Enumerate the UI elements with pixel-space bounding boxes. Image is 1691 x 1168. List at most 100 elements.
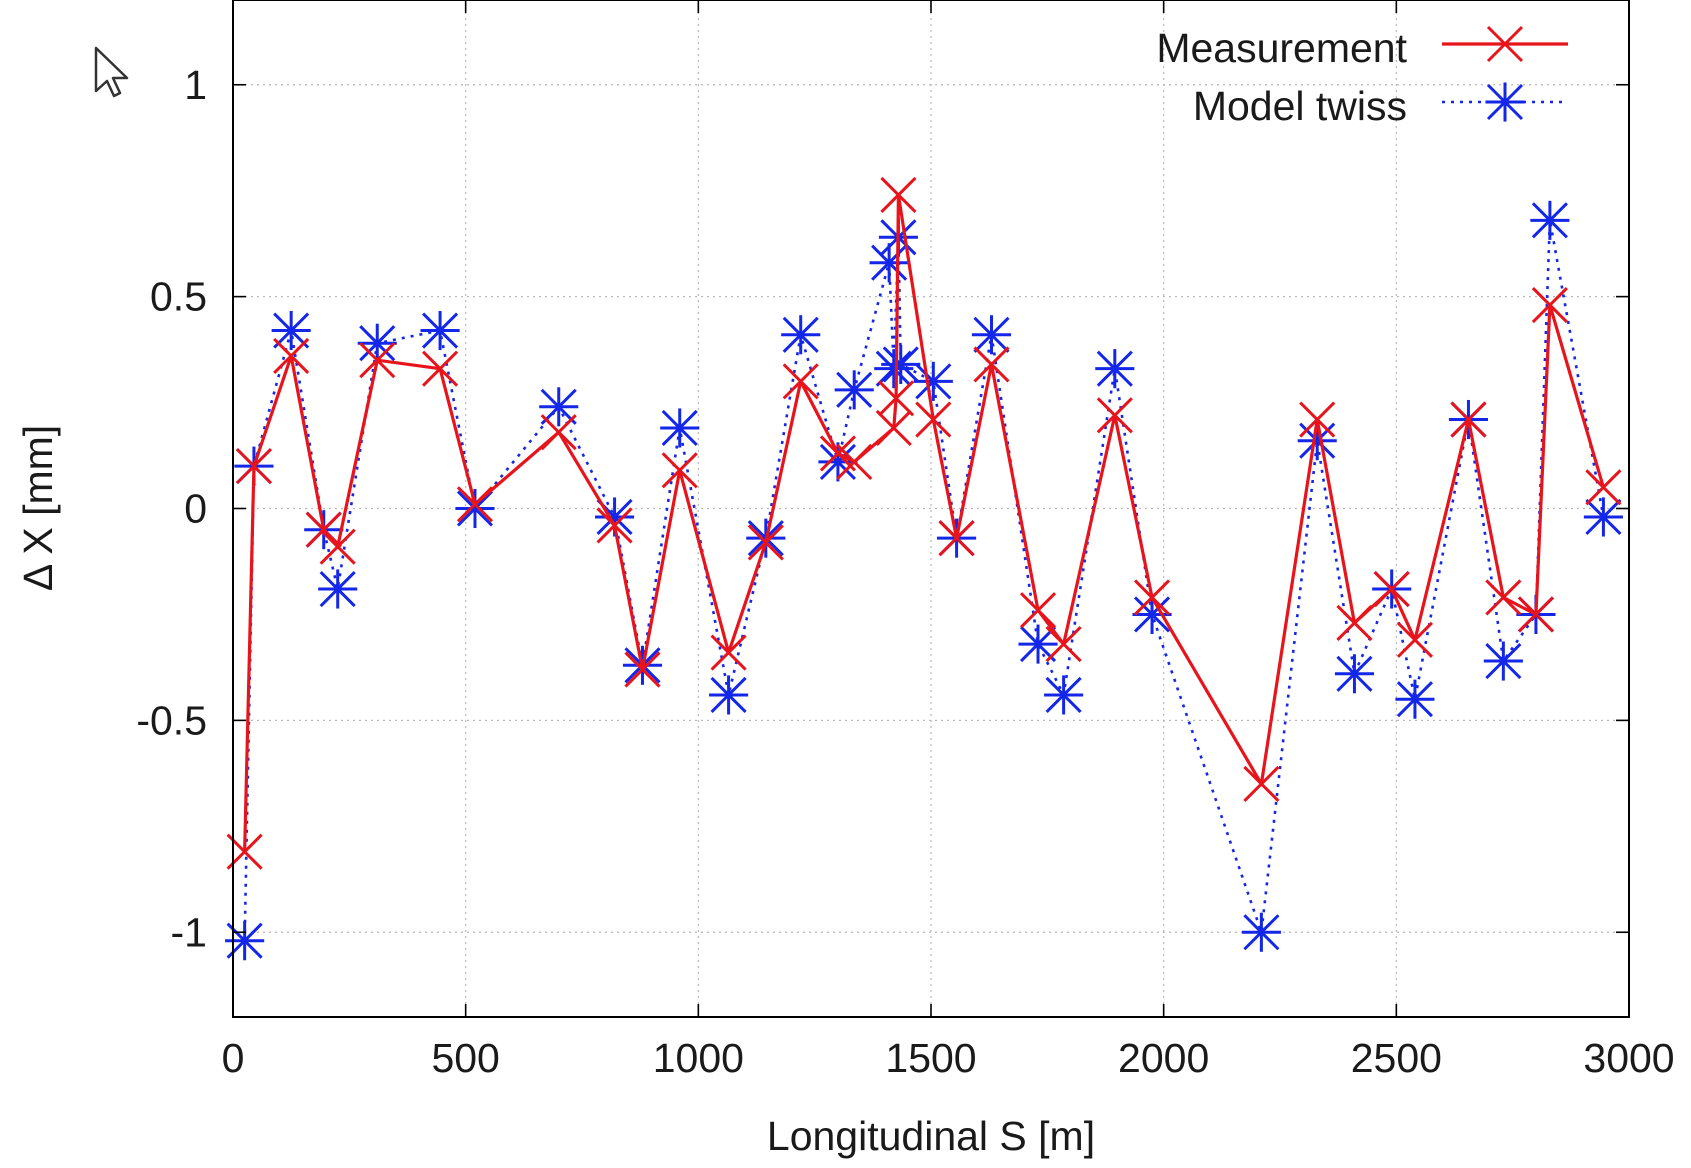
marker-stroke xyxy=(1585,469,1622,506)
series-model-twiss xyxy=(225,200,1623,961)
data-point-model-twiss xyxy=(455,488,495,529)
data-point-model-twiss xyxy=(1095,349,1135,389)
ticks xyxy=(232,0,1630,1017)
marker-stroke xyxy=(540,414,577,451)
data-point-measurement xyxy=(1336,604,1373,641)
marker-stroke xyxy=(1517,596,1554,633)
marker-stroke xyxy=(915,401,952,438)
marker-stroke xyxy=(1299,401,1336,438)
marker-stroke xyxy=(1450,401,1487,438)
data-point-model-twiss xyxy=(971,315,1012,355)
legend-marker-model-twiss xyxy=(1485,82,1525,122)
marker-stroke xyxy=(319,528,356,565)
data-point-measurement xyxy=(1133,579,1171,616)
data-point-model-twiss xyxy=(660,408,700,448)
data-point-model-twiss xyxy=(420,310,460,351)
data-point-measurement xyxy=(422,350,459,387)
mouse-pointer-icon xyxy=(94,46,129,98)
data-point-measurement xyxy=(747,524,784,561)
y-tick-label: 1 xyxy=(184,62,207,108)
y-tick-label: -0.5 xyxy=(136,697,207,743)
marker-stroke xyxy=(359,342,396,379)
series-measurement xyxy=(226,176,1622,870)
x-tick-label: 2500 xyxy=(1351,1035,1442,1081)
x-tick-label: 0 xyxy=(222,1035,245,1081)
data-point-measurement xyxy=(624,651,661,688)
marker-stroke xyxy=(710,634,747,671)
marker-stroke xyxy=(1485,579,1522,616)
marker-stroke xyxy=(819,435,856,472)
x-tick-label: 1500 xyxy=(885,1035,976,1081)
marker-stroke xyxy=(782,363,819,400)
data-point-model-twiss xyxy=(271,310,311,351)
series-line-measurement xyxy=(243,193,1605,852)
data-point-model-twiss xyxy=(225,921,265,961)
legend-label-model-twiss: Model twiss xyxy=(1193,83,1407,129)
data-point-model-twiss xyxy=(1583,497,1623,537)
data-point-model-twiss xyxy=(357,323,397,363)
data-point-measurement xyxy=(836,443,873,480)
marker-stroke xyxy=(596,507,633,544)
legend-marker-measurement xyxy=(1486,25,1524,63)
marker-stroke xyxy=(1045,626,1082,663)
x-tick-label: 2000 xyxy=(1118,1035,1209,1081)
data-point-model-twiss xyxy=(1132,594,1172,634)
marker-stroke xyxy=(1019,592,1057,629)
marker-stroke xyxy=(305,511,342,548)
data-point-model-twiss xyxy=(1018,624,1058,664)
data-point-measurement xyxy=(875,409,912,447)
marker-stroke xyxy=(1096,397,1133,434)
data-point-measurement xyxy=(1396,621,1434,658)
grid xyxy=(233,0,1629,1017)
data-point-measurement xyxy=(710,634,747,671)
marker-stroke xyxy=(747,524,784,561)
data-point-model-twiss xyxy=(1483,641,1523,681)
data-point-model-twiss xyxy=(1530,200,1570,240)
marker-stroke xyxy=(624,651,661,688)
data-point-measurement xyxy=(540,414,577,451)
x-axis-title: Longitudinal S [m] xyxy=(767,1113,1095,1159)
data-point-measurement xyxy=(1096,397,1133,434)
tick-labels: 0 500 1000 1500 2000 2500 3000 -1 -0.5 0 0.5 1 xyxy=(136,62,1674,1081)
data-point-measurement xyxy=(319,528,356,565)
data-point-measurement xyxy=(1243,765,1280,802)
data-point-measurement xyxy=(880,176,917,213)
data-point-measurement xyxy=(1299,401,1336,438)
data-point-model-twiss xyxy=(913,361,953,401)
data-point-model-twiss xyxy=(781,315,821,355)
data-point-model-twiss xyxy=(834,370,874,410)
x-tick-label: 1000 xyxy=(653,1035,744,1081)
data-point-model-twiss xyxy=(1044,675,1084,715)
data-point-measurement xyxy=(1531,287,1568,324)
series-layer xyxy=(225,176,1623,961)
data-point-measurement xyxy=(661,452,698,489)
data-point-measurement xyxy=(1485,579,1522,616)
x-tick-label: 500 xyxy=(431,1035,499,1081)
data-point-measurement xyxy=(235,448,273,485)
data-point-measurement xyxy=(273,337,310,375)
marker-stroke xyxy=(878,380,915,417)
data-point-model-twiss xyxy=(1241,912,1281,952)
data-point-model-twiss xyxy=(709,675,749,715)
data-point-measurement xyxy=(1517,596,1554,633)
marker-stroke xyxy=(938,520,975,557)
y-tick-label: -1 xyxy=(171,909,207,955)
y-tick-label: 0 xyxy=(184,486,207,532)
data-point-measurement xyxy=(1450,401,1487,438)
data-point-measurement xyxy=(878,380,915,417)
marker-stroke xyxy=(1133,579,1171,616)
marker-stroke xyxy=(1373,570,1410,608)
marker-stroke xyxy=(1486,25,1524,63)
marker-stroke xyxy=(422,350,459,387)
data-point-model-twiss xyxy=(318,569,358,609)
data-point-model-twiss xyxy=(881,344,921,384)
marker-stroke xyxy=(235,448,273,485)
marker-stroke xyxy=(1396,621,1434,658)
data-point-measurement xyxy=(1045,626,1082,663)
legend: Measurement Model twiss xyxy=(1156,25,1568,129)
data-point-measurement xyxy=(782,363,819,400)
data-point-measurement xyxy=(1373,570,1410,608)
data-point-model-twiss xyxy=(539,387,579,427)
data-point-measurement xyxy=(1585,469,1622,506)
